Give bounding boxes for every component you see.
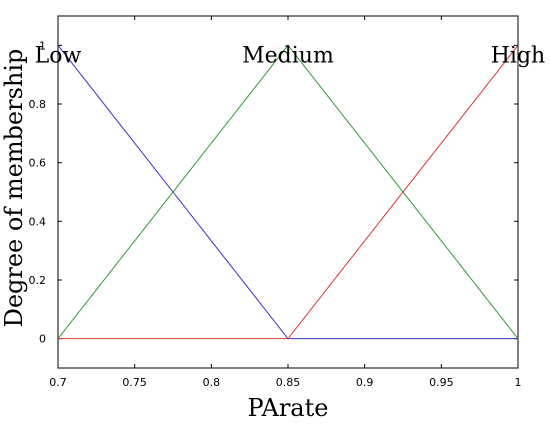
series-group — [57, 44, 519, 340]
x-tick-label: 0.95 — [429, 376, 454, 389]
x-tick-label: 0.8 — [203, 376, 221, 389]
series-line-high — [58, 45, 519, 340]
x-tick-label: 0.75 — [122, 376, 147, 389]
y-axis: 0 0.2 0.4 0.6 0.8 1 — [29, 39, 518, 346]
series-labels: Low Medium High — [35, 43, 546, 68]
y-tick-label: 0.6 — [29, 157, 47, 170]
x-axis-title: PArate — [248, 394, 329, 422]
y-axis-title: Degree of membership — [0, 49, 28, 328]
y-tick-label: 0.2 — [29, 274, 47, 287]
y-tick-label: 0 — [39, 333, 46, 346]
x-axis: 0.7 0.75 0.8 0.85 0.9 0.95 1 — [49, 16, 522, 389]
y-tick-label: 0.4 — [29, 215, 47, 228]
plot-area — [57, 15, 519, 369]
x-tick-label: 0.9 — [356, 376, 374, 389]
x-tick-label: 1 — [515, 376, 522, 389]
series-label-medium: Medium — [242, 43, 334, 68]
y-tick-label: 0.8 — [29, 98, 47, 111]
x-tick-label: 0.7 — [49, 376, 67, 389]
x-tick-label: 0.85 — [276, 376, 301, 389]
y-tick-label: 1 — [39, 39, 46, 52]
series-line-medium — [57, 44, 519, 339]
series-label-low: Low — [35, 43, 82, 68]
series-label-high: High — [491, 43, 545, 68]
